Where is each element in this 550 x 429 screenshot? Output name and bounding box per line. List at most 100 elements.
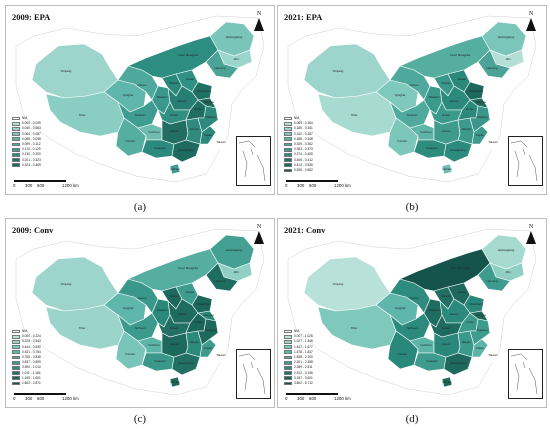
china-map-b: Xinjiang Tibet Qinghai Gansu Inner Mongolia H…: [287, 15, 537, 183]
scale-label-0: 0: [285, 183, 288, 188]
legend-swatch: [12, 345, 20, 350]
province-yn: [387, 117, 419, 157]
legend-swatch: [284, 158, 292, 162]
legend-swatch: [284, 127, 292, 131]
legend-label: 0.040 - 0.063: [22, 126, 41, 131]
province-label-hai: Hainan: [442, 167, 452, 171]
province-label-hub: Hubei: [442, 326, 450, 330]
legend-swatch: [284, 340, 292, 344]
legend-row: 1.678 - 1.837: [284, 350, 313, 355]
map-panel-a: Xinjiang Tibet Qinghai Gansu Inner Mongolia H…: [5, 5, 275, 195]
legend-row: 3.602 - 5.712: [284, 381, 313, 386]
province-zj: [469, 318, 491, 346]
legend-row: 0.444 - 0.530: [12, 345, 41, 350]
legend-swatch: [284, 137, 292, 142]
scale-label-0: 0: [13, 396, 16, 401]
legend-swatch: [12, 147, 20, 152]
scale-label-1200: 1200 km: [62, 396, 79, 401]
province-label-xj: Xinjiang: [333, 282, 344, 286]
province-label-js: Jiangsu: [204, 100, 215, 104]
panel-title-a: 2009: EPA: [12, 12, 51, 22]
legend-label: 0.837 - 0.899: [22, 360, 41, 365]
legend-label: 0.374 - 0.405: [294, 152, 313, 157]
scale-label-1200: 1200 km: [334, 396, 351, 401]
province-label-gd: Guangdong: [178, 361, 194, 365]
scale-label-0: 0: [285, 396, 288, 401]
legend-row: 1.165 - 1.601: [12, 376, 41, 381]
province-label-hlj: Heilongjiang: [226, 248, 243, 252]
legend-row: 2.512 - 3.156: [284, 371, 313, 376]
legend-swatch: [12, 116, 20, 121]
province-zj: [469, 105, 491, 133]
province-zj: [197, 318, 219, 346]
province-label-hb: Hebei: [186, 77, 194, 81]
legend-row: 0.900 - 1.010: [12, 365, 41, 370]
province-tw: [217, 133, 225, 151]
province-label-hai: Hainan: [170, 167, 180, 171]
legend-label: 0.900 - 1.010: [22, 365, 41, 370]
province-label-jx: Jiangxi: [461, 127, 471, 131]
inset-map: [238, 140, 266, 182]
province-label-hlj: Heilongjiang: [498, 248, 515, 252]
province-label-hai: Hainan: [170, 380, 180, 384]
legend-row: 1.602 - 2.871: [12, 381, 41, 386]
legend-swatch: [284, 366, 292, 370]
legend-label: 1.165 - 1.601: [22, 375, 41, 380]
province-label-hb: Hebei: [458, 77, 466, 81]
province-label-yn: Yunnan: [125, 352, 136, 356]
legend-swatch: [284, 116, 292, 121]
province-label-hun: Hunan: [170, 129, 179, 133]
province-fj: [199, 125, 217, 145]
province-label-fj: Fujian: [476, 346, 485, 350]
province-fj: [199, 338, 217, 358]
province-label-fj: Fujian: [204, 133, 213, 137]
legend-label: 0.113 - 0.129: [22, 147, 41, 152]
legend-swatch: [284, 142, 292, 147]
legend-label: 2.201 - 2.358: [294, 360, 313, 365]
province-label-hub: Hubei: [170, 113, 178, 117]
scale-label-600: 600: [309, 396, 317, 401]
province-label-sx: Shanxi: [169, 81, 179, 85]
province-label-gd: Guangdong: [450, 148, 466, 152]
legend-swatch: [284, 168, 292, 173]
legend-swatch: [284, 350, 292, 355]
legend-row: 1.838 - 2.200: [284, 355, 313, 360]
legend-row: 1.027 - 1.446: [284, 339, 313, 344]
province-label-gs: Gansu: [410, 83, 419, 87]
province-label-gz: Guizhou: [420, 343, 432, 347]
legend-swatch: [12, 142, 20, 147]
legend-row: 0.099 - 0.112: [12, 142, 41, 147]
province-label-yn: Yunnan: [397, 139, 408, 143]
inset-lines: [510, 353, 538, 395]
legend-label: 1.602 - 2.871: [22, 380, 41, 385]
legend-swatch: [12, 371, 20, 375]
legend-row: 0.201 - 0.323: [12, 158, 41, 163]
province-label-ln: Liaoning: [214, 279, 226, 283]
legend-row: 0.531 - 0.754: [12, 350, 41, 355]
province-label-zj: Zhejiang: [476, 328, 488, 332]
legend-label: 1.838 - 2.200: [294, 354, 313, 359]
legend-swatch: [12, 163, 20, 168]
province-label-ln: Liaoning: [214, 66, 226, 70]
legend-swatch: [12, 350, 20, 355]
scale-label-600: 600: [309, 183, 317, 188]
province-label-hun: Hunan: [442, 129, 451, 133]
legend-label: 0.064 - 0.087: [22, 131, 41, 136]
province-label-hub: Hubei: [442, 113, 450, 117]
legend-swatch: [12, 334, 20, 339]
legend-row: 3.157 - 3.601: [284, 376, 313, 381]
north-arrow-icon: N: [252, 224, 266, 246]
legend-swatch: [284, 371, 292, 375]
legend-row: 0.040 - 0.063: [12, 126, 41, 131]
legend-row: 0.069 - 0.184: [284, 121, 313, 126]
legend-row: 0.324 - 0.469: [12, 163, 41, 168]
scale-label-0: 0: [13, 183, 16, 188]
legend-swatch: [284, 355, 292, 360]
province-ln: [205, 262, 239, 292]
legend-row: 1.447 - 1.677: [284, 345, 313, 350]
legend-label: 0.406 - 0.412: [294, 157, 313, 162]
province-label-sc: Sichuan: [407, 113, 418, 117]
scale-bar-a: 0 300 600 1200 km: [13, 178, 79, 190]
legend-label: 0.242 - 0.287: [294, 131, 313, 136]
legend-row: 0.225 - 0.443: [12, 339, 41, 344]
